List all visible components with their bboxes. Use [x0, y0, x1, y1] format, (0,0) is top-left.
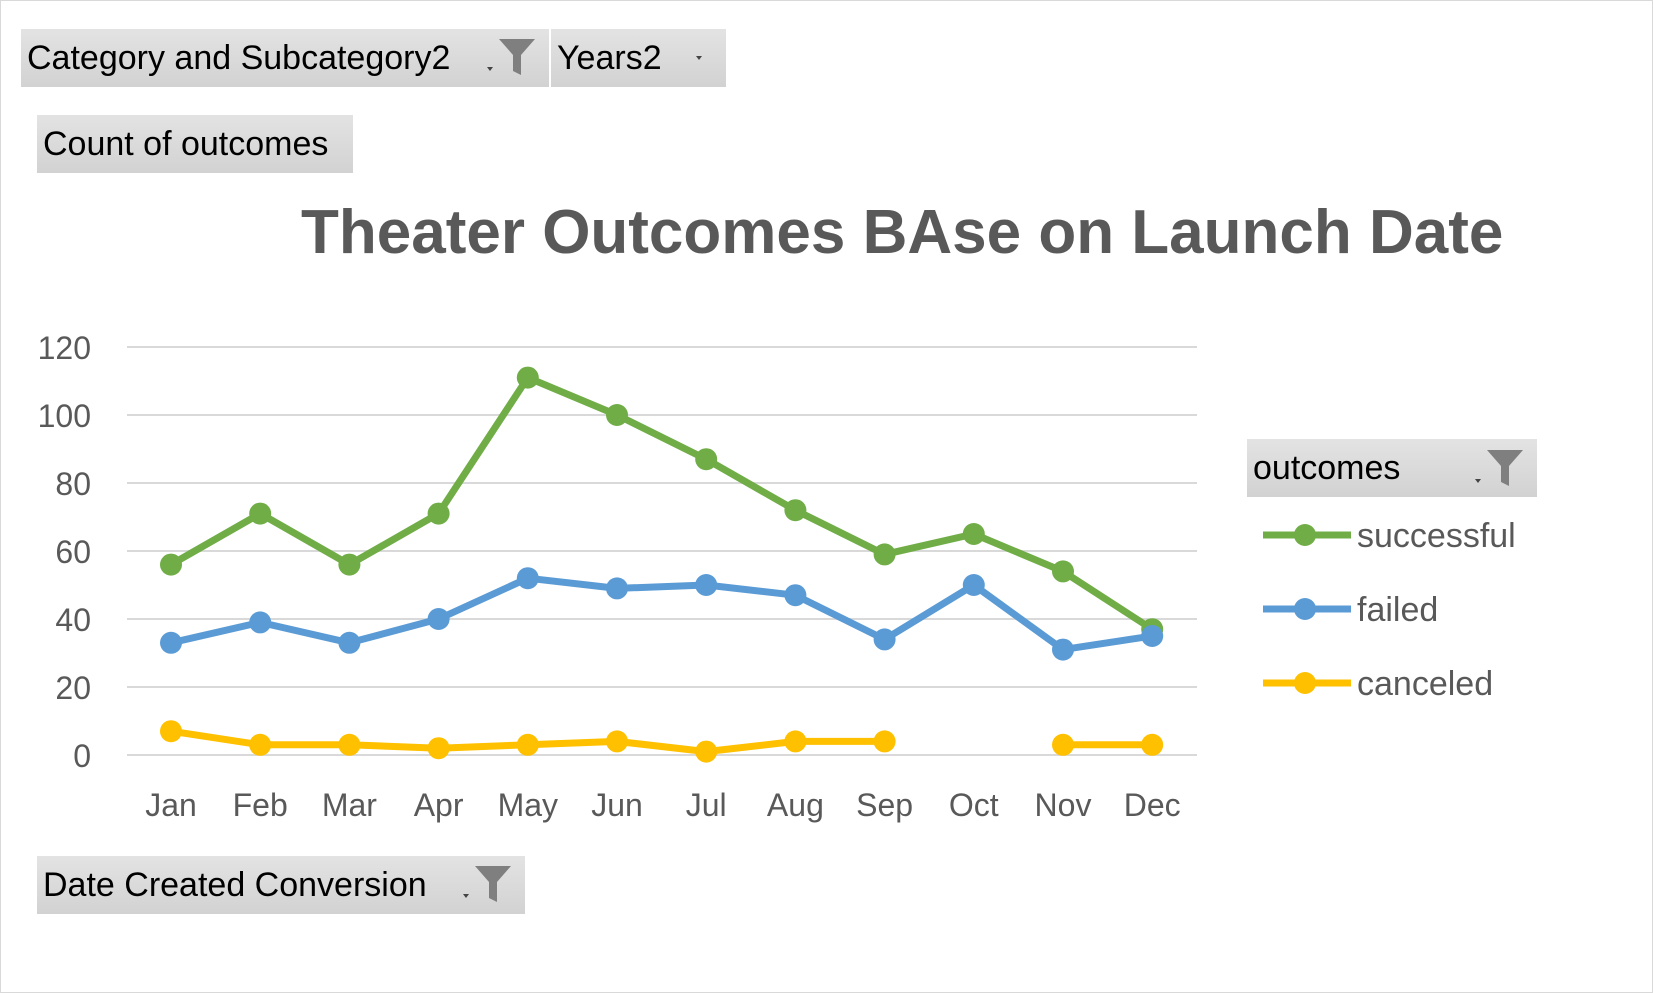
legend-label: failed: [1357, 591, 1438, 629]
legend-item-failed[interactable]: failed: [1263, 591, 1438, 629]
legend-marker: [1294, 672, 1316, 694]
data-point-canceled[interactable]: [338, 733, 361, 756]
series-line-successful: [169, 374, 1155, 633]
x-tick-label: Aug: [767, 787, 824, 823]
filter-field-category-subcategory[interactable]: Category and Subcategory2: [21, 29, 549, 87]
data-point-canceled[interactable]: [873, 730, 896, 753]
axis-field-label: Date Created Conversion: [43, 866, 427, 904]
funnel-filter-icon[interactable]: [497, 37, 537, 79]
data-point-failed[interactable]: [962, 574, 985, 596]
x-tick-label: Apr: [414, 787, 464, 823]
data-point-canceled[interactable]: [1141, 733, 1164, 756]
data-point-canceled[interactable]: [516, 733, 539, 756]
data-point-successful[interactable]: [427, 502, 450, 525]
data-point-successful[interactable]: [1052, 560, 1074, 583]
data-point-successful[interactable]: [784, 499, 807, 522]
y-tick-label: 80: [55, 466, 91, 502]
data-point-canceled[interactable]: [1052, 733, 1074, 756]
data-point-failed[interactable]: [516, 567, 539, 590]
x-tick-label: Oct: [949, 787, 999, 823]
legend-label: canceled: [1357, 665, 1493, 703]
dropdown-arrow-icon[interactable]: [463, 894, 469, 898]
data-point-successful[interactable]: [962, 523, 985, 545]
data-point-successful[interactable]: [695, 448, 718, 471]
data-point-canceled[interactable]: [427, 737, 450, 760]
legend-item-successful[interactable]: successful: [1263, 517, 1516, 555]
series-lines: [160, 366, 1164, 763]
legend-marker: [1294, 524, 1316, 546]
x-tick-label: Jul: [686, 787, 727, 823]
dropdown-arrow-icon[interactable]: [1475, 479, 1481, 483]
legend: successful failed canceled: [1263, 517, 1516, 703]
values-field-count-of-outcomes[interactable]: Count of outcomes: [37, 115, 353, 173]
dropdown-arrow-icon[interactable]: [487, 67, 493, 71]
data-point-failed[interactable]: [873, 628, 896, 651]
x-tick-label: Jun: [591, 787, 643, 823]
legend-marker: [1294, 598, 1316, 620]
data-point-failed[interactable]: [338, 631, 361, 654]
x-tick-label: Sep: [856, 787, 913, 823]
y-axis-tick-labels: 0 20 40 60 80 100 120: [38, 330, 91, 774]
data-point-failed[interactable]: [1141, 625, 1164, 647]
y-tick-label: 20: [55, 670, 91, 706]
y-tick-label: 100: [38, 398, 91, 434]
data-point-canceled[interactable]: [606, 730, 628, 753]
filter-field-years-label: Years2: [557, 39, 662, 77]
y-tick-label: 0: [73, 738, 91, 774]
y-tick-label: 40: [55, 602, 91, 638]
data-point-failed[interactable]: [695, 574, 718, 596]
data-point-failed[interactable]: [606, 577, 628, 600]
data-point-canceled[interactable]: [249, 733, 272, 756]
x-tick-label: Mar: [322, 787, 377, 823]
legend-field-outcomes[interactable]: outcomes: [1247, 439, 1537, 497]
x-tick-label: Dec: [1124, 787, 1181, 823]
dropdown-arrow-icon[interactable]: [696, 56, 702, 60]
data-point-failed[interactable]: [427, 608, 450, 630]
gridlines: [127, 346, 1197, 756]
y-tick-label: 120: [38, 330, 91, 366]
x-tick-label: May: [498, 787, 558, 823]
data-point-successful[interactable]: [606, 404, 628, 426]
filter-field-years[interactable]: Years2: [551, 29, 726, 87]
data-point-canceled[interactable]: [784, 730, 807, 753]
y-tick-label: 60: [55, 534, 91, 570]
series-line-failed: [170, 574, 1153, 654]
x-tick-label: Nov: [1035, 787, 1092, 823]
data-point-successful[interactable]: [249, 502, 272, 525]
chart-title: Theater Outcomes BAse on Launch Date: [301, 198, 1504, 267]
series-failed: [160, 567, 1164, 661]
data-point-failed[interactable]: [784, 584, 807, 607]
filter-field-category-label: Category and Subcategory2: [27, 39, 451, 77]
x-tick-label: Jan: [145, 787, 197, 823]
legend-field-label: outcomes: [1253, 449, 1401, 487]
series-successful: [160, 366, 1164, 641]
legend-item-canceled[interactable]: canceled: [1263, 665, 1493, 703]
values-field-label: Count of outcomes: [43, 125, 329, 163]
series-canceled: [160, 720, 1164, 763]
funnel-filter-icon[interactable]: [473, 864, 513, 906]
data-point-successful[interactable]: [338, 553, 361, 576]
axis-field-date-created-conversion[interactable]: Date Created Conversion: [37, 856, 525, 914]
x-axis-tick-labels: Jan Feb Mar Apr May Jun Jul Aug Sep Oct Nov Dec: [145, 787, 1180, 823]
data-point-failed[interactable]: [1052, 638, 1074, 661]
data-point-canceled[interactable]: [695, 740, 718, 763]
data-point-successful[interactable]: [516, 366, 539, 389]
data-point-failed[interactable]: [160, 631, 182, 654]
data-point-successful[interactable]: [873, 543, 896, 566]
legend-label: successful: [1357, 517, 1516, 555]
data-point-successful[interactable]: [160, 553, 182, 576]
x-tick-label: Feb: [233, 787, 288, 823]
data-point-failed[interactable]: [249, 611, 272, 634]
funnel-filter-icon[interactable]: [1485, 448, 1525, 490]
data-point-canceled[interactable]: [160, 720, 182, 743]
